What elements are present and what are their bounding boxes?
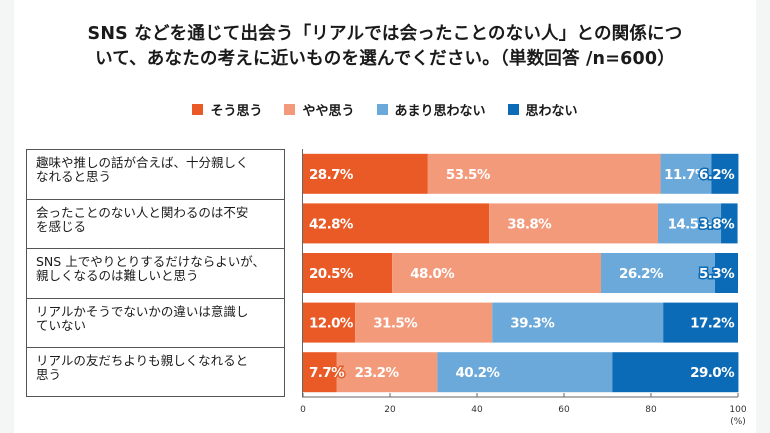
- category-label-line: なれると思う: [36, 169, 112, 184]
- category-label: 会ったことのない人と関わるのは不安 を感じる: [27, 200, 284, 250]
- data-label: 3.8%: [699, 216, 735, 232]
- bar-segment: [711, 153, 739, 194]
- data-label: 23.2%: [355, 365, 400, 381]
- data-label: 26.2%: [619, 266, 664, 282]
- x-tick-label: 60: [558, 405, 570, 415]
- legend-item-amari-omowanai: あまり思わない: [376, 100, 486, 119]
- legend-item-sou-omou: そう思う: [192, 100, 262, 119]
- legend-swatch: [507, 104, 519, 115]
- category-label: SNS 上でやりとりするだけならよいが、 親しくなるのは難しいと思う: [27, 249, 284, 299]
- x-tick-label: 0: [300, 405, 306, 415]
- data-label: 20.5%: [309, 266, 354, 282]
- legend-swatch: [376, 104, 388, 115]
- category-label-line: SNS 上でやりとりするだけならよいが、: [36, 254, 265, 270]
- bar-segment: [600, 253, 715, 293]
- category-label: 趣味や推しの話が合えば、十分親しく なれると思う: [27, 150, 284, 200]
- data-label: 48.0%: [410, 266, 455, 282]
- title-line-2: いて、あなたの考えに近いものを選んでください。（単数回答 /n=600）: [95, 49, 675, 69]
- data-label: 11.7%: [664, 167, 709, 183]
- bar-segment: [336, 352, 438, 393]
- category-label-table: 趣味や推しの話が合えば、十分親しく なれると思う 会ったことのない人と関わるのは…: [26, 149, 285, 397]
- legend-label: そう思う: [210, 104, 263, 119]
- data-label: 53.5%: [446, 167, 491, 183]
- category-label-line: リアルかそうでないかの違いは意識し: [36, 303, 249, 319]
- data-label: 40.2%: [455, 365, 500, 381]
- data-label: 38.8%: [507, 216, 552, 232]
- category-label-line: 親しくなるのは難しいと思う: [36, 268, 199, 284]
- data-label: 31.5%: [373, 316, 418, 332]
- bar-segment: [612, 352, 739, 393]
- legend-label: 思わない: [525, 104, 578, 119]
- data-label: 29.0%: [690, 365, 735, 381]
- category-label: リアルの友だちよりも親しくなれると 思う: [27, 348, 284, 398]
- title-line-1: SNS などを通じて出会う「リアルでは会ったことのない人」との関係につ: [87, 24, 683, 44]
- data-label: 7.7%: [309, 365, 345, 381]
- data-label: 39.3%: [510, 316, 555, 332]
- bar-segment: [492, 302, 664, 343]
- data-label: 42.8%: [309, 216, 354, 232]
- bar-segment: [489, 203, 658, 244]
- x-tick-label: 100: [729, 405, 746, 415]
- bar-segment: [303, 352, 337, 393]
- data-label: 14.5%: [668, 216, 713, 232]
- bar-segment: [437, 352, 613, 393]
- bar-segment: [303, 302, 356, 343]
- category-label-line: を感じる: [36, 218, 87, 234]
- legend-item-omowanai: 思わない: [507, 100, 578, 119]
- x-tick-label: 40: [471, 405, 483, 415]
- bar-segment: [392, 253, 601, 293]
- bar-segment: [657, 203, 722, 244]
- data-label: 12.0%: [309, 316, 354, 332]
- bar-segment: [355, 302, 493, 343]
- x-axis-unit-label: (%): [730, 417, 746, 427]
- bar-segment: [303, 253, 393, 293]
- bar-segment: [427, 153, 661, 194]
- legend-label: やや思う: [302, 104, 355, 119]
- bar-segment: [660, 153, 712, 194]
- legend: そう思う やや思う あまり思わない 思わない: [0, 100, 770, 119]
- category-label-line: ていない: [36, 317, 87, 333]
- category-label-line: リアルの友だちよりも親しくなれると: [36, 353, 249, 369]
- legend-item-yaya-omou: やや思う: [284, 100, 355, 119]
- data-label: 17.2%: [690, 316, 735, 332]
- category-label-line: 会ったことのない人と関わるのは不安: [36, 204, 249, 220]
- data-label: 5.3%: [699, 266, 735, 282]
- x-tick-label: 80: [645, 405, 657, 415]
- bar-segment: [303, 153, 428, 194]
- data-label: 6.2%: [699, 167, 735, 183]
- category-label-line: 趣味や推しの話が合えば、十分親しく: [36, 155, 249, 170]
- bar-segment: [721, 203, 738, 244]
- bar-segment: [663, 302, 738, 343]
- data-label: 28.7%: [309, 167, 354, 183]
- legend-swatch: [284, 104, 296, 115]
- chart-title: SNS などを通じて出会う「リアルでは会ったことのない人」との関係につ いて、あ…: [0, 22, 770, 72]
- bar-segment: [714, 253, 738, 293]
- legend-label: あまり思わない: [394, 104, 486, 119]
- legend-swatch: [192, 104, 204, 115]
- x-tick-label: 20: [384, 405, 396, 415]
- category-label: リアルかそうでないかの違いは意識し ていない: [27, 299, 284, 349]
- category-label-line: 思う: [36, 367, 62, 383]
- bar-segment: [303, 203, 490, 244]
